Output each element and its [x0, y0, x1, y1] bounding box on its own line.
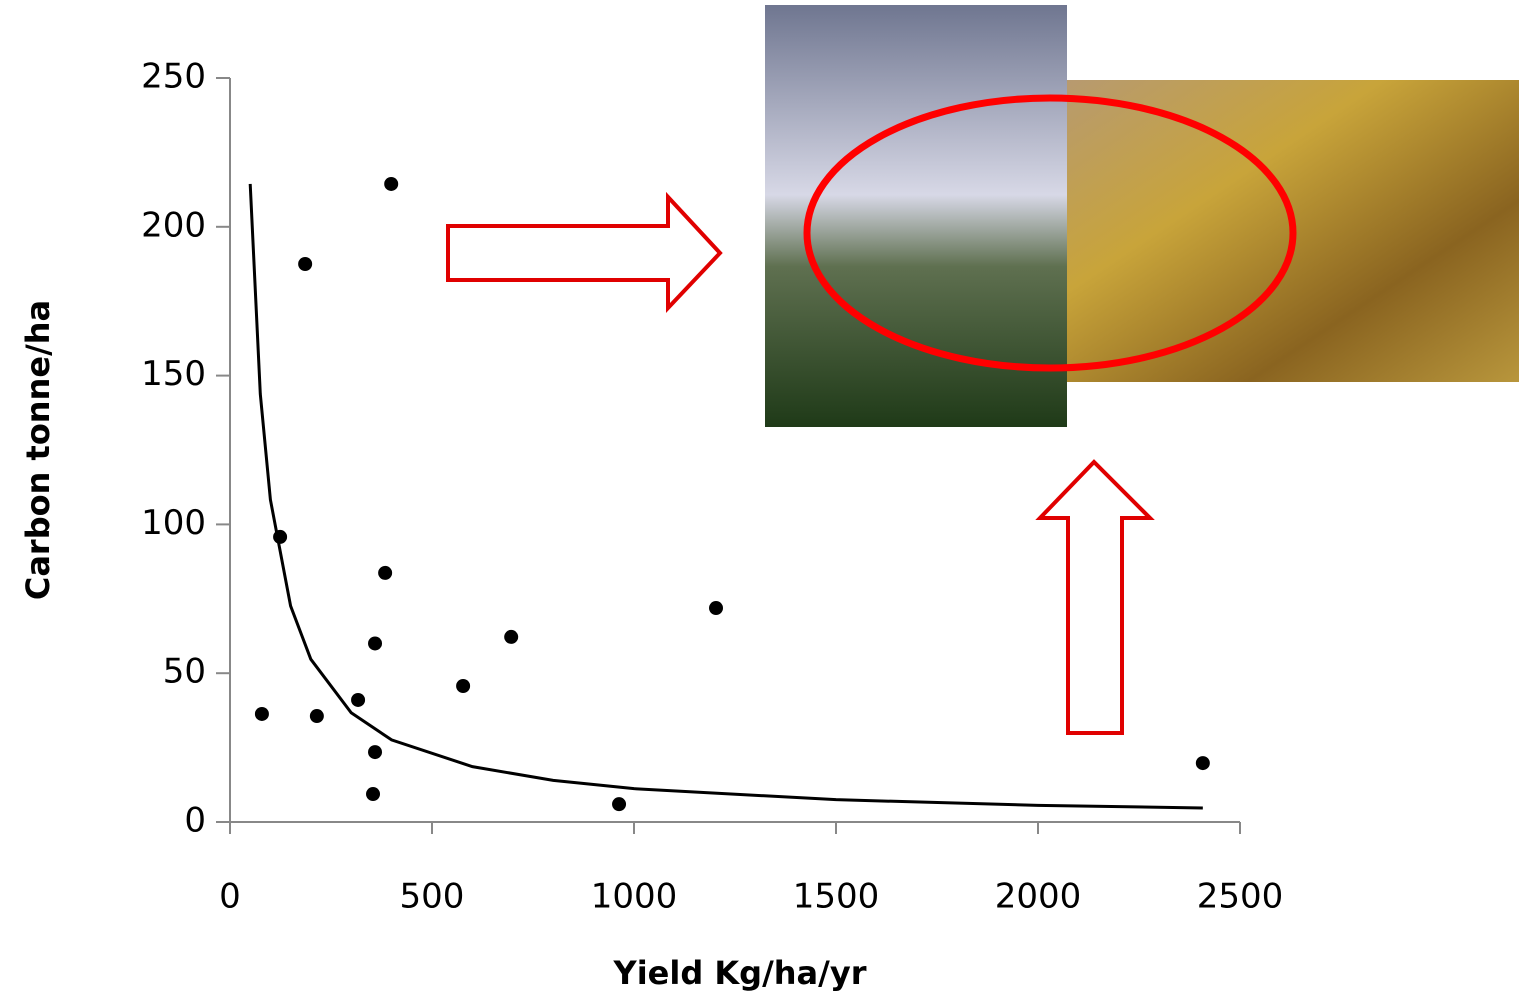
y-tick-label: 100 — [141, 503, 206, 543]
y-tick-label: 250 — [141, 57, 206, 97]
data-point — [384, 176, 399, 191]
data-point — [378, 565, 393, 580]
x-axis-title: Yield Kg/ha/yr — [613, 954, 867, 992]
data-point — [254, 706, 269, 721]
data-point — [504, 629, 519, 644]
data-point — [366, 787, 381, 802]
x-tick-label: 2500 — [1197, 877, 1284, 917]
data-point — [351, 692, 366, 707]
data-point — [368, 745, 383, 760]
data-point — [368, 636, 383, 651]
y-tick-label: 0 — [184, 801, 206, 841]
highlight-ellipse — [803, 94, 1297, 372]
forest-photo — [765, 5, 1067, 427]
y-tick-label: 150 — [141, 354, 206, 394]
y-tick-label: 200 — [141, 205, 206, 245]
x-tick-label: 500 — [400, 877, 465, 917]
data-point — [612, 797, 627, 812]
up-arrow — [1035, 459, 1155, 735]
x-tick-label: 0 — [219, 877, 241, 917]
data-point — [298, 257, 313, 271]
x-tick-label: 2000 — [995, 877, 1082, 917]
y-axis-title: Carbon tonne/ha — [19, 300, 57, 600]
x-tick-label: 1500 — [793, 877, 880, 917]
data-point — [309, 709, 324, 724]
y-tick-label: 50 — [163, 652, 206, 692]
x-tick-label: 1000 — [591, 877, 678, 917]
right-arrow — [446, 191, 723, 314]
data-point — [456, 678, 471, 693]
data-point — [1195, 756, 1210, 771]
trend-line — [248, 183, 1203, 810]
data-point — [709, 601, 724, 616]
